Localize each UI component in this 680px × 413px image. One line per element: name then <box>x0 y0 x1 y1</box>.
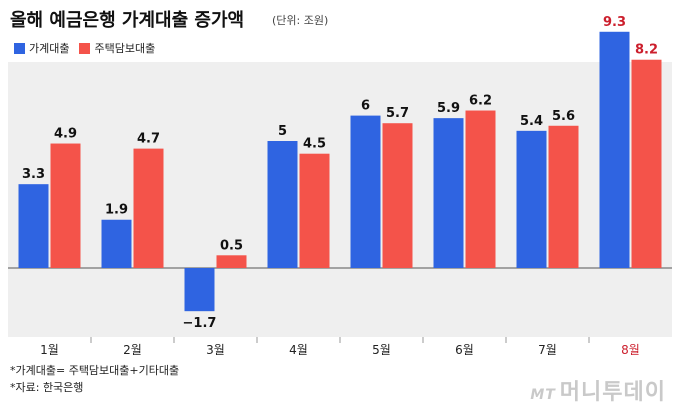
data-label-household-5: 6 <box>361 99 370 114</box>
chart-title: 올해 예금은행 가계대출 증가액 <box>10 10 245 31</box>
footnote-source: *자료: 한국은행 <box>10 381 84 394</box>
data-label-mortgage-2: 4.7 <box>137 132 160 147</box>
category-label-6: 6월 <box>455 343 474 357</box>
data-label-household-1: 3.3 <box>22 167 45 182</box>
category-label-3: 3월 <box>206 343 225 357</box>
legend-item-household: 가계대출 <box>14 40 69 56</box>
bar-mortgage-5 <box>382 123 413 268</box>
bar-household-4 <box>267 141 298 268</box>
data-label-household-8: 9.3 <box>603 15 626 30</box>
publisher-watermark: MT 머니투데이 <box>530 374 666 406</box>
bar-mortgage-1 <box>50 143 81 268</box>
data-label-mortgage-6: 6.2 <box>469 94 492 109</box>
legend-item-mortgage: 주택담보대출 <box>79 40 155 56</box>
legend-swatch-mortgage <box>79 42 91 54</box>
data-label-household-3: −1.7 <box>183 316 217 331</box>
unit-label: (단위: 조원) <box>272 14 329 27</box>
data-label-household-7: 5.4 <box>520 114 543 129</box>
data-label-mortgage-7: 5.6 <box>552 109 575 124</box>
category-label-1: 1월 <box>40 343 59 357</box>
category-label-5: 5월 <box>372 343 391 357</box>
bar-household-5 <box>350 115 381 268</box>
bar-household-3 <box>184 268 215 312</box>
category-label-4: 4월 <box>289 343 308 357</box>
bar-household-7 <box>516 130 547 268</box>
data-label-mortgage-4: 4.5 <box>303 137 326 152</box>
data-label-mortgage-8: 8.2 <box>635 43 658 58</box>
legend: 가계대출 주택담보대출 <box>14 40 165 56</box>
category-label-8: 8월 <box>621 343 640 357</box>
bar-mortgage-8 <box>631 59 662 268</box>
bar-household-2 <box>101 219 132 268</box>
legend-swatch-household <box>14 42 25 54</box>
bar-mortgage-3 <box>216 255 247 268</box>
bar-mortgage-2 <box>133 148 164 268</box>
bar-mortgage-7 <box>548 125 579 268</box>
watermark-name: 머니투데이 <box>559 380 666 405</box>
data-label-household-6: 5.9 <box>437 101 460 116</box>
data-label-mortgage-5: 5.7 <box>386 106 409 121</box>
data-label-household-4: 5 <box>278 124 287 139</box>
legend-label-mortgage: 주택담보대출 <box>94 42 156 55</box>
bar-mortgage-6 <box>465 110 496 269</box>
bar-household-8 <box>599 31 630 269</box>
category-label-2: 2월 <box>123 343 142 357</box>
watermark-mark: MT <box>530 387 556 403</box>
data-label-mortgage-1: 4.9 <box>54 127 77 142</box>
legend-label-household: 가계대출 <box>29 42 70 55</box>
bar-household-1 <box>18 184 49 268</box>
data-label-household-2: 1.9 <box>105 203 128 218</box>
bar-household-6 <box>433 118 464 268</box>
bar-mortgage-4 <box>299 153 330 268</box>
data-label-mortgage-3: 0.5 <box>220 238 243 253</box>
footnote-definition: *가계대출= 주택담보대출+기타대출 <box>10 364 180 377</box>
category-label-7: 7월 <box>538 343 557 357</box>
